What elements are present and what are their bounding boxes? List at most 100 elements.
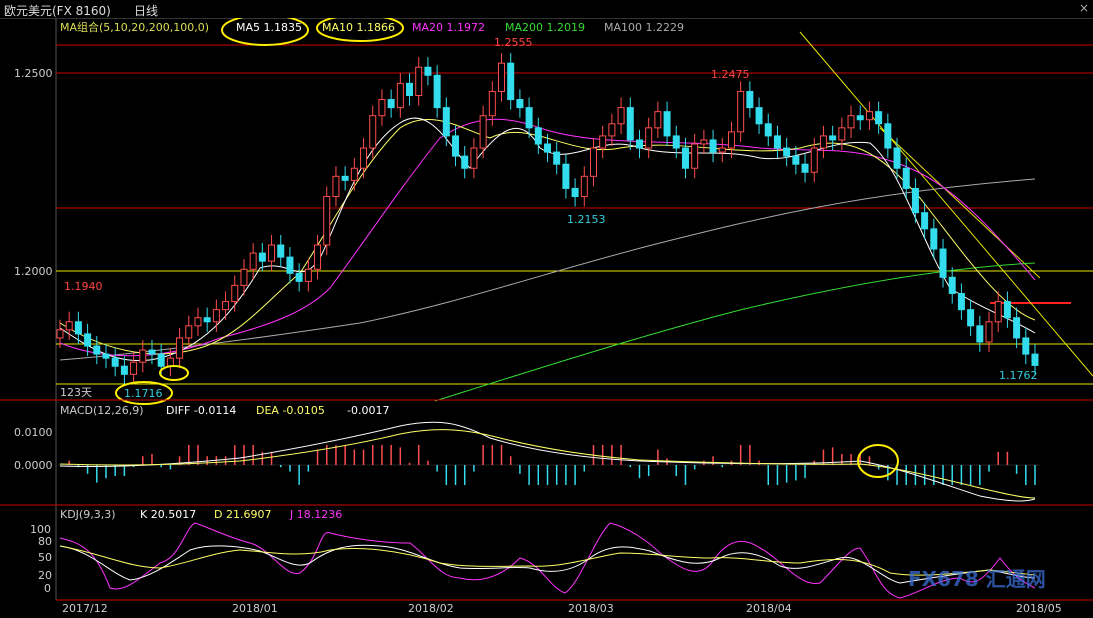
candle-body [176,337,184,359]
candle-body [286,256,294,274]
macd-panel: MACD(12,26,9) DIFF -0.0114 DEA -0.0105 -… [0,399,1093,502]
ma200-value: MA200 1.2019 [505,21,585,34]
window-header: 欧元美元(FX 8160) 日线 × [0,0,1093,19]
candle-body [773,135,781,149]
x-tick-2018-03: 2018/03 [568,602,614,615]
y-tick-1.2000: 1.2000 [14,265,53,278]
candle-body [507,62,515,101]
candle-body [240,268,248,286]
candle-body [525,107,533,129]
x-tick-2018-01: 2018/01 [232,602,278,615]
candle-body [406,82,414,97]
ma100-line [59,178,1036,361]
window-title: 欧元美元(FX 8160) [4,4,111,18]
candle-body [369,115,377,149]
candle-body [268,244,276,262]
kdj-panel: KDJ(9,3,3) K 20.5017 D 21.6907 J 18.1236… [0,504,1093,599]
candle-body [102,353,110,359]
macd-diff-value: DIFF -0.0114 [166,404,236,417]
kdj-y-tick-0: 0 [44,582,51,595]
candle-body [948,276,956,294]
ma10-value: MA10 1.1866 [322,21,395,34]
ma5-value: MA5 1.1835 [236,21,302,34]
ma100-value: MA100 1.2229 [604,21,684,34]
candle-body [360,147,368,169]
candle-body [819,135,827,149]
candle-body [1022,337,1030,355]
highlight-ma10 [316,18,404,42]
days-count-label: 123天 [60,386,92,399]
candle-body [130,361,138,375]
macd-indicator-label[interactable]: MACD(12,26,9) [60,404,144,417]
trendline-1 [799,31,1093,377]
kdj-d-line [59,545,1036,576]
macd-y-tick-0.0000: 0.0000 [14,459,53,472]
candle-body [415,66,423,97]
highlight-macd-cross [857,444,899,478]
kdj-y-tick-50: 50 [38,551,52,564]
candle-body [231,284,239,303]
candle-body [727,131,735,149]
watermark: FX678 汇通网 [908,567,1046,591]
period-selector[interactable]: 日线 [134,4,159,18]
candle-body [589,147,597,177]
candle-body [387,99,395,109]
candle-body [139,349,147,363]
candle-body [120,365,128,375]
candle-body [939,248,947,278]
candle-body [875,111,883,125]
x-tick-2017-12: 2017/12 [62,602,108,615]
candle-body [957,292,965,311]
candle-body [396,82,404,109]
candle-body [737,90,745,133]
candle-body [488,90,496,117]
candle-body [452,135,460,157]
macd-diff-line [59,421,1036,502]
candle-body [718,147,726,153]
candle-body [203,317,211,323]
candle-body [295,272,303,282]
candle-body [341,175,349,181]
candlestick-series [56,53,1039,385]
macd-dea-line [59,429,1036,499]
candle-body [442,107,450,137]
kdj-j-line [59,522,1036,599]
candle-body [314,244,322,270]
chart-canvas: MA组合(5,10,20,200,100,0) MA5 1.1835 MA10 … [0,18,1093,615]
candle-body [976,325,984,343]
ma5-line [59,117,1036,362]
kdj-indicator-label[interactable]: KDJ(9,3,3) [60,508,116,521]
ma-indicator-label[interactable]: MA组合(5,10,20,200,100,0) [60,20,209,34]
candle-body [626,107,634,141]
candle-body [672,135,680,149]
highlight-ma5 [221,18,309,46]
candle-body [461,155,469,169]
label-high-1.2475: 1.2475 [711,68,750,81]
kdj-k-value: K 20.5017 [140,508,196,521]
highlight-1.1716 [115,381,173,405]
ma20-value: MA20 1.1972 [412,21,485,34]
kdj-y-tick-20: 20 [38,569,52,582]
candle-body [608,123,616,137]
x-axis: 2017/12 2018/01 2018/02 2018/03 2018/04 … [56,599,1093,615]
candle-body [847,115,855,129]
candle-body [792,155,800,165]
candle-body [111,357,119,367]
candle-body [599,135,607,149]
x-tick-2018-04: 2018/04 [746,602,792,615]
candle-body [930,228,938,250]
candle-body [65,321,73,331]
label-high-1.1940: 1.1940 [64,280,103,293]
candle-body [157,353,165,367]
candle-body [84,333,92,347]
candle-body [911,187,919,214]
candle-body [691,143,699,169]
candle-body [378,99,386,117]
candle-body [783,147,791,157]
candle-body [810,147,818,173]
close-icon[interactable]: × [1078,1,1089,15]
candle-body [856,115,864,121]
candle-body [93,345,101,355]
candle-body [709,139,717,153]
candle-body [893,147,901,169]
